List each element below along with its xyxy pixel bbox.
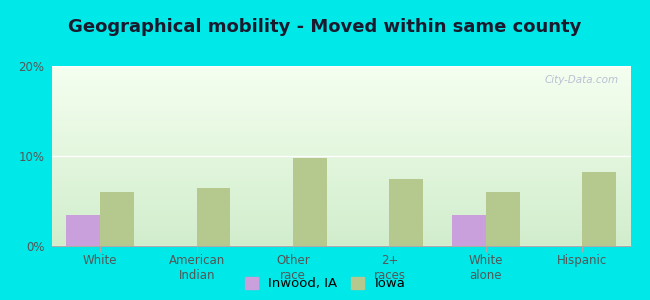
Bar [66,214,100,246]
Bar [196,188,230,246]
Bar [100,192,134,246]
Bar [582,172,616,246]
Legend: Inwood, IA, Iowa: Inwood, IA, Iowa [244,277,406,290]
Bar [452,214,486,246]
Bar [486,192,519,246]
Text: Geographical mobility - Moved within same county: Geographical mobility - Moved within sam… [68,18,582,36]
Text: City-Data.com: City-Data.com [545,75,619,85]
Bar [389,178,423,246]
Bar [293,158,327,246]
